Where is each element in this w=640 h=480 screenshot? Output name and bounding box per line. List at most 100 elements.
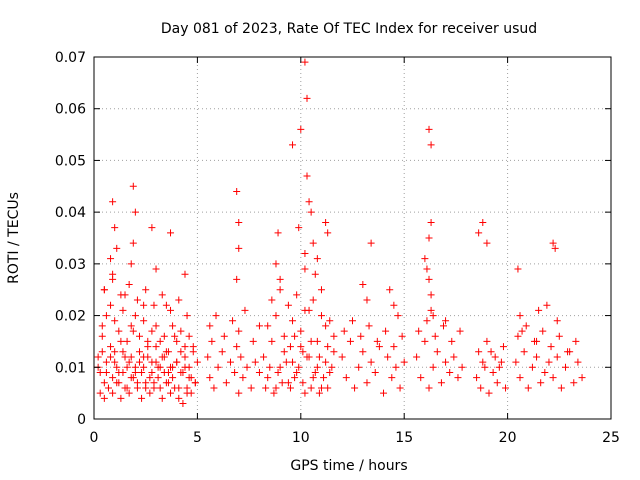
data-point: [117, 394, 125, 402]
data-point: [313, 337, 321, 345]
data-point: [522, 322, 530, 330]
data-point: [289, 358, 297, 366]
data-point: [185, 332, 193, 340]
data-point: [235, 244, 243, 252]
data-point: [289, 317, 297, 325]
data-point: [442, 317, 450, 325]
data-point: [214, 363, 222, 371]
axis-ticks: 0 5 10 15 20 25 0 0.01 0.02 0.03 0.04 0.05 0.06 0.07: [55, 50, 620, 446]
data-point: [131, 312, 139, 320]
data-point: [119, 306, 127, 314]
data-point: [311, 368, 319, 376]
data-point: [146, 389, 154, 397]
data-point: [307, 337, 315, 345]
data-point: [102, 312, 110, 320]
data-point: [102, 368, 110, 376]
y-tick-label: 0.03: [55, 257, 86, 273]
data-point: [115, 368, 123, 376]
data-point: [297, 327, 305, 335]
data-point: [398, 332, 406, 340]
data-point: [127, 260, 135, 268]
data-point: [570, 379, 578, 387]
data-point: [549, 239, 557, 247]
data-point: [142, 379, 150, 387]
data-point: [320, 374, 328, 382]
data-point: [262, 384, 270, 392]
data-point: [342, 374, 350, 382]
data-point: [181, 270, 189, 278]
data-point: [578, 374, 586, 382]
data-point: [125, 389, 133, 397]
data-point: [293, 368, 301, 376]
data-point: [187, 389, 195, 397]
data-point: [226, 358, 234, 366]
data-point: [183, 384, 191, 392]
data-points: [94, 58, 586, 407]
data-point: [123, 363, 131, 371]
data-point: [280, 348, 288, 356]
y-tick-label: 0: [77, 412, 86, 428]
data-point: [121, 353, 129, 361]
data-point: [483, 239, 491, 247]
data-point: [181, 343, 189, 351]
data-point: [448, 337, 456, 345]
data-point: [148, 368, 156, 376]
data-point: [94, 353, 102, 361]
data-point: [286, 343, 294, 351]
data-point: [489, 368, 497, 376]
data-point: [394, 312, 402, 320]
data-point: [367, 358, 375, 366]
data-point: [117, 337, 125, 345]
plot-frame: [93, 56, 612, 420]
data-point: [152, 358, 160, 366]
data-point: [100, 379, 108, 387]
data-point: [495, 363, 503, 371]
data-point: [206, 322, 214, 330]
data-point: [272, 260, 280, 268]
data-point: [539, 327, 547, 335]
data-point: [102, 358, 110, 366]
data-point: [144, 343, 152, 351]
x-tick-label: 10: [292, 430, 310, 446]
data-point: [125, 281, 133, 289]
data-point: [218, 348, 226, 356]
data-point: [311, 270, 319, 278]
data-point: [425, 234, 433, 242]
data-point: [514, 265, 522, 273]
data-point: [367, 239, 375, 247]
data-point: [295, 224, 303, 232]
data-point: [135, 348, 143, 356]
data-point: [427, 291, 435, 299]
data-point: [169, 322, 177, 330]
data-point: [499, 343, 507, 351]
data-point: [152, 343, 160, 351]
data-point: [233, 275, 241, 283]
data-point: [278, 379, 286, 387]
data-point: [533, 353, 541, 361]
data-point: [133, 296, 141, 304]
data-point: [295, 363, 303, 371]
data-point: [177, 368, 185, 376]
data-point: [127, 353, 135, 361]
data-point: [113, 363, 121, 371]
data-point: [541, 368, 549, 376]
data-point: [264, 322, 272, 330]
data-point: [255, 322, 263, 330]
data-point: [270, 389, 278, 397]
data-point: [111, 224, 119, 232]
data-point: [251, 358, 259, 366]
data-point: [286, 384, 294, 392]
data-point: [193, 358, 201, 366]
data-point: [297, 125, 305, 133]
data-point: [475, 229, 483, 237]
data-point: [322, 358, 330, 366]
x-tick-label: 25: [602, 430, 620, 446]
data-point: [450, 353, 458, 361]
data-point: [326, 368, 334, 376]
data-point: [553, 317, 561, 325]
data-point: [427, 218, 435, 226]
data-point: [169, 363, 177, 371]
data-point: [326, 317, 334, 325]
x-tick-label: 5: [193, 430, 202, 446]
data-point: [516, 374, 524, 382]
